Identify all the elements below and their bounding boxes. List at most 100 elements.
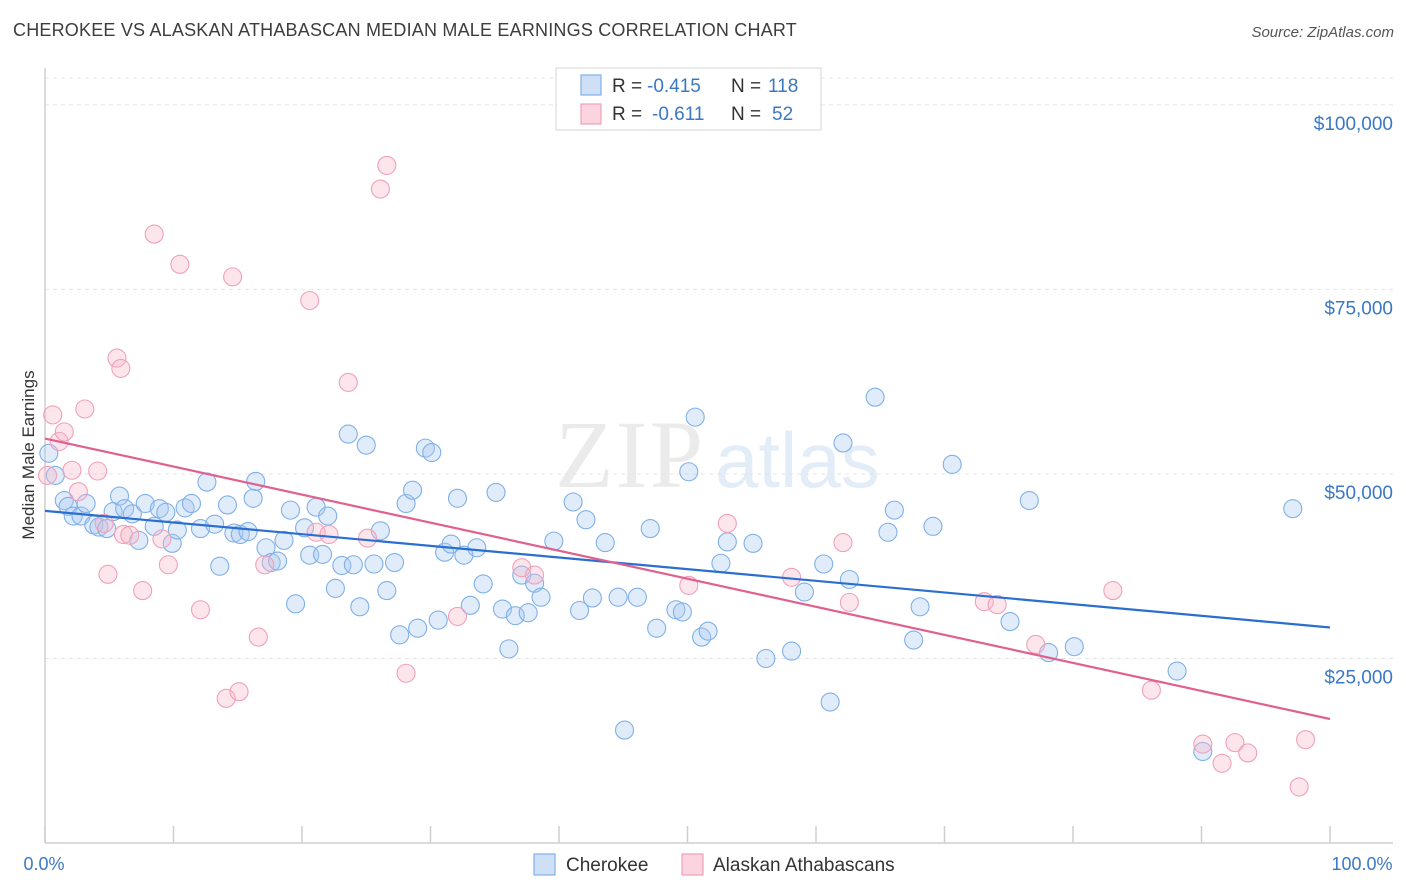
data-point — [904, 630, 924, 650]
bottom-legend-swatch-alaskan — [681, 853, 704, 876]
data-point — [255, 555, 275, 575]
data-point — [1289, 777, 1309, 797]
data-point — [111, 358, 131, 378]
data-point — [88, 461, 108, 481]
legend-r-value-2: -0.611 — [652, 104, 704, 125]
data-point — [923, 516, 943, 536]
data-point — [280, 500, 300, 520]
data-point — [582, 588, 602, 608]
data-point — [248, 627, 268, 647]
legend-n-label-2: N = — [731, 104, 761, 125]
data-point — [447, 488, 468, 508]
data-point — [109, 486, 130, 506]
data-point — [679, 462, 699, 482]
data-point — [1000, 612, 1020, 632]
data-point — [238, 521, 258, 542]
data-point — [1225, 733, 1245, 753]
data-point — [460, 595, 480, 615]
y-tick-label: $50,000 — [1324, 483, 1393, 504]
data-point — [338, 424, 358, 444]
data-point — [300, 290, 320, 311]
x-axis-ticks — [44, 826, 1331, 843]
data-point — [205, 514, 225, 534]
data-point — [486, 482, 506, 502]
legend-swatch-cherokee — [580, 74, 602, 96]
data-point — [107, 348, 127, 368]
data-point — [181, 493, 202, 514]
data-point — [144, 224, 164, 244]
y-tick-label: $75,000 — [1324, 298, 1393, 319]
data-point — [743, 533, 763, 553]
data-point — [408, 618, 428, 638]
data-point — [782, 641, 802, 661]
data-point — [370, 179, 390, 199]
data-point — [229, 682, 249, 702]
data-point — [120, 525, 140, 545]
data-point — [467, 538, 487, 558]
data-point — [133, 581, 153, 601]
data-point — [833, 533, 853, 553]
data-point — [210, 556, 230, 576]
watermark: ZIP atlas — [555, 401, 880, 508]
data-point — [525, 565, 545, 585]
legend-n-value-1: 118 — [768, 76, 798, 97]
data-point — [286, 594, 306, 614]
data-point — [839, 592, 859, 612]
source-label: Source: ZipAtlas.com — [1251, 24, 1394, 41]
cherokee-trend-line — [44, 509, 1331, 629]
data-point — [377, 155, 397, 175]
data-point — [38, 465, 58, 485]
data-point — [422, 442, 442, 463]
data-point — [243, 488, 263, 508]
data-point — [987, 595, 1007, 615]
data-point — [518, 603, 538, 623]
data-point — [357, 528, 378, 548]
data-point — [319, 524, 339, 545]
data-point — [595, 533, 615, 553]
data-point — [356, 435, 376, 455]
data-point — [167, 520, 187, 540]
data-point — [343, 555, 363, 575]
data-point — [1141, 680, 1161, 700]
data-point — [839, 569, 859, 590]
data-point — [152, 529, 172, 549]
legend-n-value-2: 52 — [772, 104, 793, 125]
data-point — [43, 405, 63, 425]
data-point — [647, 618, 667, 638]
data-point — [350, 597, 370, 617]
data-point — [76, 493, 96, 514]
data-point — [75, 399, 95, 419]
data-point — [1019, 490, 1039, 511]
data-point — [158, 555, 178, 575]
y-tick-label: $25,000 — [1324, 667, 1393, 688]
data-point — [396, 663, 416, 683]
data-point — [1238, 743, 1258, 763]
data-point — [640, 519, 660, 539]
data-point — [149, 499, 169, 519]
data-point — [614, 720, 635, 740]
legend-r-label-2: R = — [612, 104, 642, 125]
bottom-legend-label-cherokee: Cherokee — [566, 855, 648, 876]
legend-r-value-1: -0.415 — [647, 76, 701, 97]
data-point — [256, 538, 276, 558]
data-point — [89, 517, 109, 537]
data-point — [97, 519, 117, 539]
x-tick-label-min: 0.0% — [23, 854, 64, 874]
data-point — [1026, 634, 1046, 655]
data-point — [156, 502, 176, 522]
data-point — [1103, 581, 1123, 601]
data-point — [318, 506, 338, 526]
data-point — [499, 639, 519, 659]
data-point — [814, 554, 834, 574]
correlation-legend: R = -0.415 N = 118 R = -0.611 N = 52 — [555, 67, 822, 131]
data-point — [1283, 499, 1303, 519]
series-cherokee-points — [39, 387, 1303, 762]
data-point — [717, 532, 737, 552]
data-point — [190, 600, 211, 620]
data-point — [698, 621, 718, 641]
data-point — [295, 518, 315, 538]
y-tick-labels: $25,000 $50,000 $75,000 $100,000 — [1314, 114, 1393, 689]
data-point — [711, 553, 731, 573]
data-point — [910, 597, 930, 617]
